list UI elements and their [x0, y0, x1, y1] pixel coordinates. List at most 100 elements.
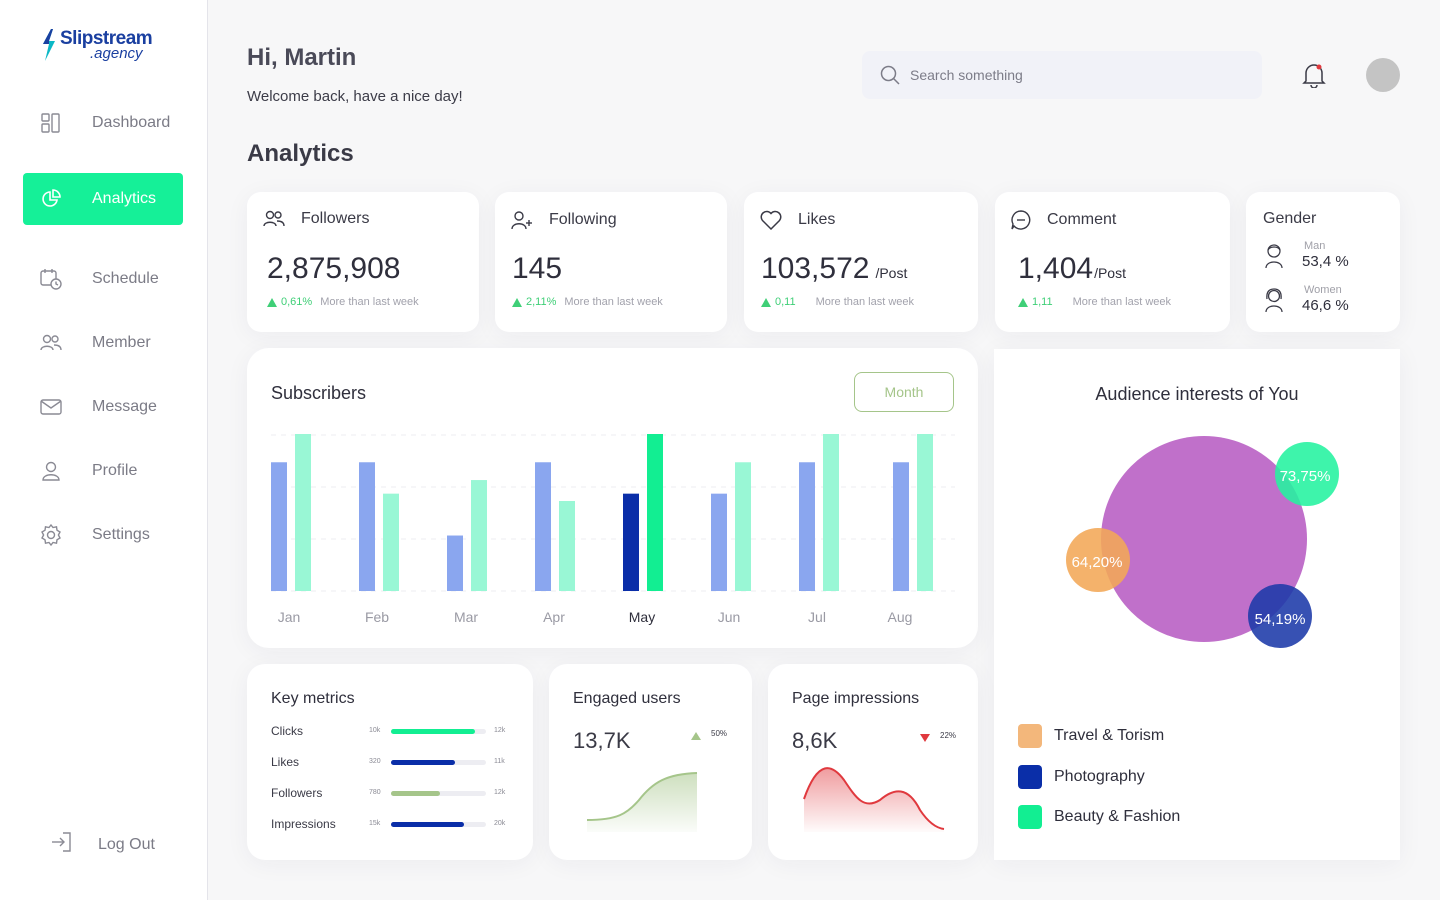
bar-aug-b: [917, 434, 933, 591]
bubble-label: 73,75%: [1280, 468, 1331, 485]
bar-jun-b: [735, 462, 751, 591]
audience-bubble-chart: 73,75% 64,20% 54,19%: [1066, 436, 1339, 648]
brand-logo[interactable]: Slipstream .agency: [40, 28, 153, 62]
bubble-label: 54,19%: [1255, 611, 1306, 628]
metric-bar: [391, 822, 486, 827]
subscribers-title: Subscribers: [271, 383, 367, 403]
nav-item-dashboard[interactable]: Dashboard: [23, 97, 183, 149]
stat-trend: 1,11 More than last week: [1018, 296, 1171, 308]
brand-sub: .agency: [90, 45, 143, 62]
bar-may-a: [623, 493, 639, 591]
logout-label: Log Out: [98, 835, 155, 853]
metric-min: 320: [369, 758, 381, 765]
section-title: Analytics: [247, 140, 354, 167]
x-tick-label: Feb: [365, 609, 389, 625]
search-icon: [880, 65, 900, 85]
key-metric-row: Likes 320 11k: [271, 755, 511, 771]
x-tick-label: May: [629, 609, 655, 625]
pie-chart-icon: [40, 188, 62, 210]
nav-item-profile[interactable]: Profile: [23, 445, 183, 497]
gear-icon: [40, 524, 62, 546]
logout-icon: [50, 832, 72, 857]
brand-name: Slipstream: [60, 28, 153, 49]
comment-icon: [1011, 210, 1031, 230]
trend-down-icon: [920, 734, 930, 742]
audience-card: Audience interests of You 73,75% 64,20% …: [994, 349, 1400, 860]
stat-value: 103,572/Post: [761, 252, 908, 285]
legend-item-photography: Photography: [1018, 765, 1145, 789]
add-user-icon: [511, 211, 532, 230]
metric-max: 12k: [494, 727, 506, 734]
stat-title: Comment: [1047, 211, 1117, 228]
nav-label: Schedule: [92, 270, 159, 287]
bar-feb-b: [383, 493, 399, 591]
engaged-change: 50%: [691, 726, 727, 740]
bubble-beauty: [1275, 442, 1339, 506]
logout-button[interactable]: Log Out: [50, 832, 155, 857]
heart-icon: [760, 210, 782, 230]
impressions-value: 8,6K: [792, 728, 838, 753]
bell-icon: [1302, 64, 1326, 89]
nav-label: Member: [92, 334, 151, 351]
metric-bar-fill: [391, 760, 455, 765]
trend-up-icon: [512, 297, 522, 307]
metric-bar-fill: [391, 791, 441, 796]
x-tick-label: Aug: [888, 609, 913, 625]
mail-icon: [40, 396, 62, 418]
x-tick-label: Jan: [278, 609, 301, 625]
key-metric-row: Clicks 10k 12k: [271, 724, 511, 740]
metric-name: Followers: [271, 786, 323, 800]
key-metric-row: Impressions 15k 20k: [271, 817, 511, 833]
bar-jan-b: [295, 434, 311, 591]
nav-label: Analytics: [92, 190, 157, 207]
nav-item-schedule[interactable]: Schedule: [23, 253, 183, 305]
metric-max: 11k: [494, 758, 505, 765]
metric-min: 10k: [369, 727, 381, 734]
avatar[interactable]: [1366, 58, 1400, 92]
user-icon: [40, 460, 62, 482]
stat-trend: 2,11% More than last week: [512, 296, 663, 308]
trend-up-icon: [691, 732, 701, 740]
engaged-value: 13,7K: [573, 728, 631, 753]
key-metrics-title: Key metrics: [271, 690, 355, 707]
man-icon: [1265, 243, 1283, 268]
engaged-users-card: Engaged users 13,7K 50%: [549, 664, 752, 860]
gender-title: Gender: [1263, 210, 1317, 227]
gender-women: Women 46,6 %: [1264, 284, 1349, 315]
key-metrics-card: Key metrics Clicks 10k 12k Likes 320 11k Follo…: [247, 664, 533, 860]
x-tick-label: Jun: [718, 609, 741, 625]
stat-card-comment: Comment 1,404/Post 1,11 More than last we…: [995, 192, 1230, 332]
page-impressions-card: Page impressions 8,6K 22%: [768, 664, 978, 860]
bubble-travel: [1066, 528, 1130, 592]
subscribers-card: Subscribers Month Jan Feb Mar Apr May Jun Jul A…: [247, 348, 978, 648]
stat-value: 145: [512, 252, 563, 285]
bar-aug-a: [893, 462, 909, 591]
gender-man: Man 53,4 %: [1264, 240, 1349, 271]
dashboard-icon: [40, 112, 62, 134]
bar-jan-a: [271, 462, 287, 591]
stat-card-likes: Likes 103,572/Post 0,11 More than last we…: [744, 192, 978, 332]
search-bar[interactable]: [862, 51, 1262, 99]
period-button[interactable]: Month: [854, 372, 954, 412]
nav-item-analytics[interactable]: Analytics: [23, 173, 183, 225]
stat-title: Following: [549, 211, 617, 228]
stat-title: Followers: [301, 210, 370, 227]
bar-apr-a: [535, 462, 551, 591]
impressions-title: Page impressions: [792, 690, 920, 707]
nav-item-member[interactable]: Member: [23, 317, 183, 369]
stat-value: 1,404/Post: [1018, 252, 1126, 285]
nav-label: Message: [92, 398, 157, 415]
logo-bolt-icon: [43, 29, 55, 61]
notification-button[interactable]: [1302, 62, 1326, 93]
bubble-main: [1101, 436, 1307, 642]
search-input[interactable]: [910, 67, 1230, 83]
trend-up-icon: [761, 297, 771, 307]
x-tick-label: Mar: [454, 609, 478, 625]
x-tick-label: Apr: [543, 609, 565, 625]
nav-item-settings[interactable]: Settings: [23, 509, 183, 561]
stat-trend: 0,61% More than last week: [267, 296, 419, 308]
nav-item-message[interactable]: Message: [23, 381, 183, 433]
trend-up-icon: [1018, 297, 1028, 307]
legend-item-travel: Travel & Torism: [1018, 724, 1164, 748]
metric-bar-fill: [391, 822, 465, 827]
